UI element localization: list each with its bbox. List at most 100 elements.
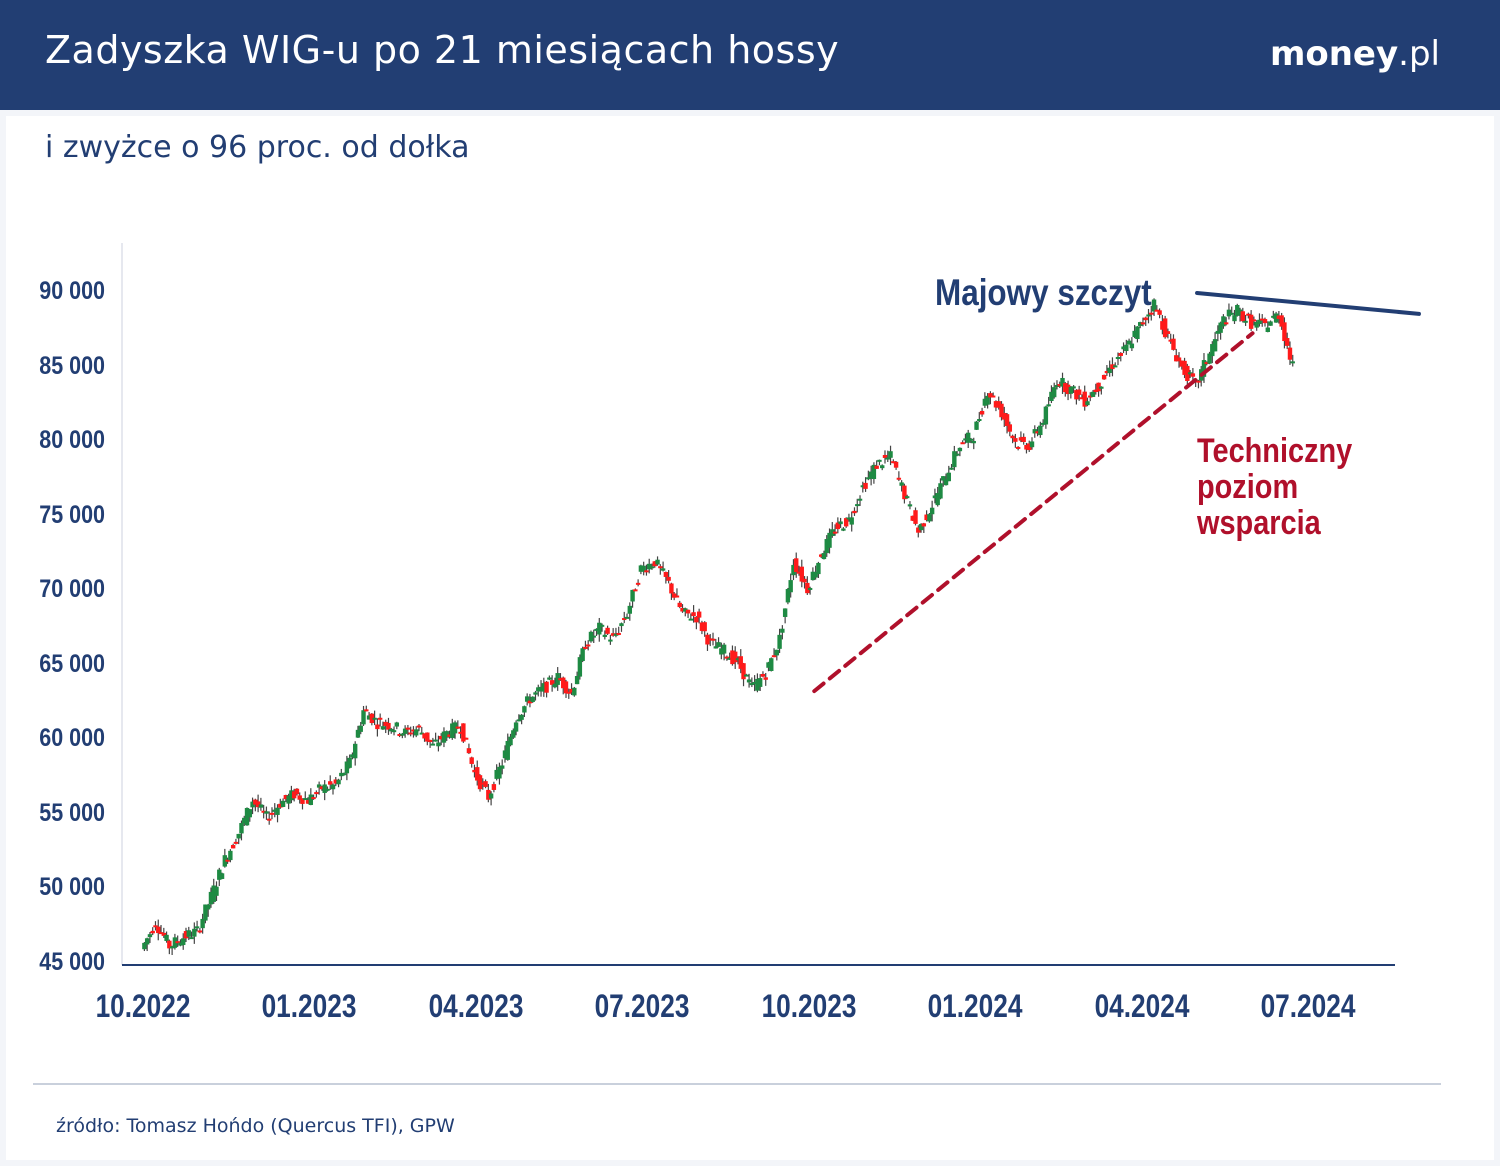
candle-body bbox=[588, 631, 594, 642]
y-tick-label: 75 000 bbox=[39, 500, 105, 529]
candle-body bbox=[1240, 311, 1246, 322]
support-annotation: Techniczny poziom wsparcia bbox=[1197, 433, 1352, 541]
candle-body bbox=[818, 554, 824, 557]
candle-body bbox=[649, 566, 655, 569]
candle-body bbox=[308, 794, 314, 805]
candle-body bbox=[225, 859, 230, 862]
candle-body bbox=[533, 692, 538, 695]
candle-body bbox=[868, 471, 874, 479]
candle-body bbox=[1032, 429, 1037, 434]
candle-body bbox=[1082, 391, 1087, 407]
header-bar: Zadyszka WIG-u po 21 miesiącach hossy mo… bbox=[0, 0, 1500, 110]
candle-body bbox=[416, 725, 422, 728]
candle-body bbox=[1024, 445, 1029, 450]
candle-body bbox=[993, 401, 999, 408]
candle-body bbox=[1090, 391, 1096, 397]
candle-body bbox=[857, 498, 863, 501]
candle-body bbox=[613, 633, 619, 636]
candle-body bbox=[755, 678, 760, 691]
candle-body bbox=[1110, 364, 1115, 370]
candle-body bbox=[1063, 383, 1068, 393]
candle-body bbox=[602, 634, 608, 637]
candle-body bbox=[280, 800, 286, 807]
candle-body bbox=[341, 773, 347, 776]
candle-body bbox=[1029, 441, 1035, 448]
candle-body bbox=[727, 657, 732, 660]
candle-body bbox=[757, 678, 763, 687]
candle-body bbox=[746, 679, 752, 683]
logo-main: money bbox=[1269, 34, 1399, 74]
candle-body bbox=[175, 941, 180, 944]
candle-body bbox=[527, 700, 533, 704]
candle-body bbox=[708, 638, 713, 641]
candle-body bbox=[694, 616, 699, 623]
candle-body bbox=[1065, 384, 1071, 395]
candle-body bbox=[425, 732, 430, 742]
candle-body bbox=[813, 571, 818, 578]
candle-body bbox=[1149, 312, 1154, 315]
candle-body bbox=[871, 464, 877, 480]
candle-body bbox=[278, 803, 283, 808]
candle-body bbox=[483, 781, 488, 787]
candle-body bbox=[999, 403, 1004, 418]
y-tick-label: 85 000 bbox=[39, 351, 105, 380]
candle-body bbox=[1229, 312, 1234, 315]
candle-body bbox=[469, 757, 474, 764]
candle-body bbox=[1215, 330, 1221, 334]
chart-subtitle: i zwyżce o 96 proc. od dołka bbox=[45, 130, 470, 165]
candle-body bbox=[194, 926, 200, 929]
candle-body bbox=[1057, 384, 1062, 387]
candle-body bbox=[1162, 318, 1168, 338]
candle-body bbox=[430, 743, 436, 746]
candle-body bbox=[1101, 374, 1107, 380]
candle-body bbox=[838, 521, 843, 525]
candle-body bbox=[608, 639, 613, 642]
candle-body bbox=[389, 728, 394, 732]
candle-body bbox=[569, 688, 574, 693]
candle-body bbox=[574, 676, 580, 685]
candle-body bbox=[375, 724, 380, 730]
candle-body bbox=[949, 467, 954, 470]
candle-body bbox=[350, 754, 355, 758]
candle-body bbox=[907, 504, 913, 507]
candle-body bbox=[1118, 352, 1123, 356]
candle-body bbox=[364, 709, 369, 712]
candle-body bbox=[1237, 309, 1243, 315]
candle-body bbox=[1268, 321, 1273, 326]
candle-body bbox=[1049, 391, 1054, 402]
candle-body bbox=[167, 940, 172, 949]
candle-body bbox=[1212, 339, 1218, 352]
candle-body bbox=[1088, 395, 1093, 398]
candle-body bbox=[258, 804, 264, 808]
candle-body bbox=[1010, 435, 1015, 439]
y-tick-label: 65 000 bbox=[39, 649, 105, 678]
candle-body bbox=[411, 729, 416, 732]
candle-body bbox=[1160, 321, 1165, 330]
candle-body bbox=[383, 721, 388, 726]
candle-body bbox=[988, 393, 993, 398]
candle-body bbox=[671, 593, 677, 598]
candle-body bbox=[300, 798, 305, 804]
candle-body bbox=[461, 723, 466, 742]
candle-body bbox=[192, 928, 197, 937]
candle-body bbox=[821, 553, 827, 560]
candle-body bbox=[289, 790, 294, 801]
candle-body bbox=[610, 633, 616, 636]
candle-body bbox=[1273, 313, 1279, 323]
candle-body bbox=[841, 528, 846, 531]
candle-body bbox=[655, 559, 660, 565]
candle-body bbox=[563, 681, 569, 694]
candle-body bbox=[1096, 382, 1101, 392]
candle-body bbox=[1262, 319, 1268, 324]
candle-body bbox=[530, 696, 535, 702]
candle-body bbox=[203, 904, 208, 921]
x-tick-label: 10.2023 bbox=[761, 988, 857, 1024]
candle-body bbox=[572, 687, 577, 696]
candle-body bbox=[536, 687, 541, 692]
candle-body bbox=[297, 795, 302, 800]
candle-body bbox=[1021, 436, 1026, 442]
candle-body bbox=[366, 715, 372, 720]
candle-body bbox=[275, 807, 280, 815]
candle-body bbox=[1290, 361, 1295, 364]
candle-body bbox=[616, 632, 621, 635]
